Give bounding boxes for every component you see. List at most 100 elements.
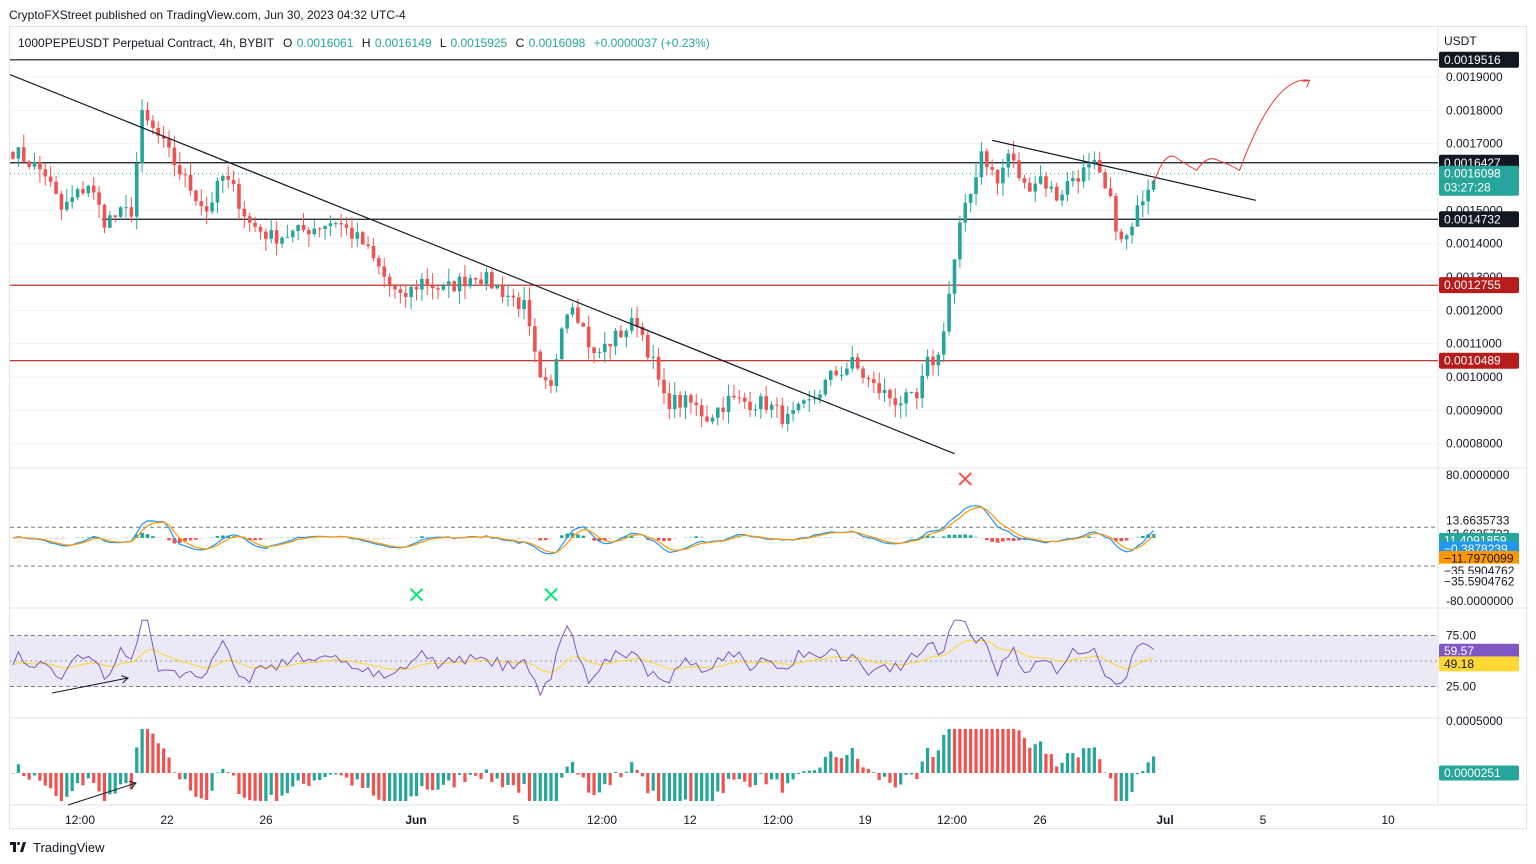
candle-body [188,174,193,191]
projection [1153,79,1311,184]
momentum-bar [468,773,472,775]
candle-body [151,120,155,128]
stoch-hist-bar [888,538,892,540]
candle-body [247,216,252,223]
momentum-bar [431,773,435,791]
momentum-bar [866,768,871,773]
level-price-tag: 0.0012755 [1444,278,1501,292]
stoch-hist-bar [140,532,144,538]
momentum-bar [280,773,284,796]
momentum-bar [242,773,246,798]
momentum-bar [49,773,53,789]
candle-body [377,258,381,267]
candle-body [366,244,370,246]
stoch-hist-bar [1130,538,1134,539]
stoch-hist-bar [172,538,177,544]
momentum-bar [823,756,827,773]
momentum-bar [791,773,795,780]
candle-body [619,330,623,338]
candle-body [635,317,639,327]
price-tick-label: 0.0010000 [1446,370,1503,384]
stoch-hist-bar [86,536,91,538]
momentum-bar [613,771,618,773]
candle-body [59,193,64,210]
annotation-arrows [51,675,137,806]
momentum-bar [366,773,370,788]
momentum-bar [59,773,64,801]
momentum-bar [619,773,623,778]
momentum-bar [81,773,85,786]
candle-body [603,343,607,353]
legend: 1000PEPEUSDT Perpetual Contract, 4h, BYB… [18,36,710,50]
candle-body [877,383,881,394]
price-tick-label: 0.0012000 [1446,303,1503,317]
momentum-bar [1146,762,1150,773]
momentum-bar [517,773,521,793]
time-tick-label: 22 [160,813,174,827]
level-price-tag: 0.0019516 [1444,53,1501,67]
candle-body [102,204,107,228]
momentum-bar [43,773,47,786]
stoch-hist-bar [274,537,279,538]
candle-body [522,299,526,310]
candle-body [393,284,397,290]
candle-body [974,177,978,194]
time-tick-label: 12:00 [587,813,617,827]
candle-body [167,138,171,148]
candle-body [323,225,327,229]
stoch-value-tag-box [1439,550,1519,566]
stoch-hist-bar [597,538,602,542]
momentum-bar [301,773,306,784]
candle-body [807,399,812,401]
candle-body [624,330,629,338]
momentum-bar [1151,756,1156,773]
candle-body [65,201,69,210]
stoch-hist-bar [1006,538,1011,541]
candle-body [1124,235,1129,240]
stoch-hist-bar [108,538,112,540]
momentum-bar [560,773,564,778]
price-axis: 0.00190000.00180000.00170000.00150000.00… [1439,51,1519,781]
momentum-bar [1038,741,1043,773]
price-tick-label: 0.0017000 [1446,137,1503,151]
cross-marker-icon [544,587,558,602]
candle-body [984,151,989,168]
candle-body [742,397,747,402]
momentum-bar [877,773,881,780]
momentum-bar [1114,773,1118,801]
candle-body [995,169,1000,184]
time-tick-label: 12:00 [65,813,95,827]
candle-body [818,394,822,399]
chart-canvas[interactable]: 80.000000013.663573313.6635733-80.000000… [10,27,1528,830]
stoch-hist-bar [1065,537,1070,538]
stoch-hist-bar [167,538,171,541]
chart-frame[interactable]: 80.000000013.663573313.6635733-80.000000… [9,26,1528,830]
momentum-bar [716,773,720,792]
momentum-bar [474,773,478,776]
stoch-hist-bar [855,538,860,539]
candle-body [334,223,338,225]
momentum-bar [952,729,957,773]
stoch-hist-bar [65,538,69,539]
stoch-hist-bar [576,534,580,538]
stoch-hist-bar [603,538,607,541]
time-tick-label: 19 [858,813,872,827]
candle-body [350,227,354,239]
momentum-bar [296,773,300,781]
stoch-hist-bar [710,537,715,538]
candle-body [565,314,569,329]
stoch-hist-bar [726,536,731,538]
momentum-bar [172,772,176,773]
legend-change: +0.0000037 (+0.23%) [594,36,710,50]
candle-body [823,379,828,395]
candle-body [27,161,31,167]
momentum-bar [1044,753,1048,773]
momentum-bar [506,773,510,785]
momentum-bar [673,773,677,801]
candle-body [242,208,247,217]
candle-body [931,356,935,366]
stoch-hist-bar [947,534,951,538]
candle-body [1097,160,1102,173]
momentum-bar [371,773,376,796]
momentum-bar [65,773,69,797]
